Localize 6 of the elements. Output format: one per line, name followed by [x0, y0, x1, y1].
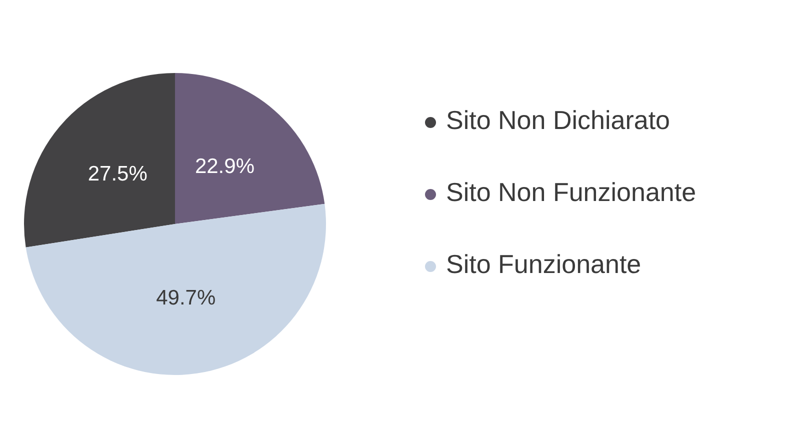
legend-label: Sito Non Dichiarato [446, 105, 670, 136]
data-label: 27.5% [88, 162, 148, 186]
legend-label: Sito Non Funzionante [446, 177, 696, 208]
data-label: 49.7% [156, 286, 216, 310]
legend-label: Sito Funzionante [446, 249, 642, 280]
data-label: 22.9% [194, 154, 254, 178]
